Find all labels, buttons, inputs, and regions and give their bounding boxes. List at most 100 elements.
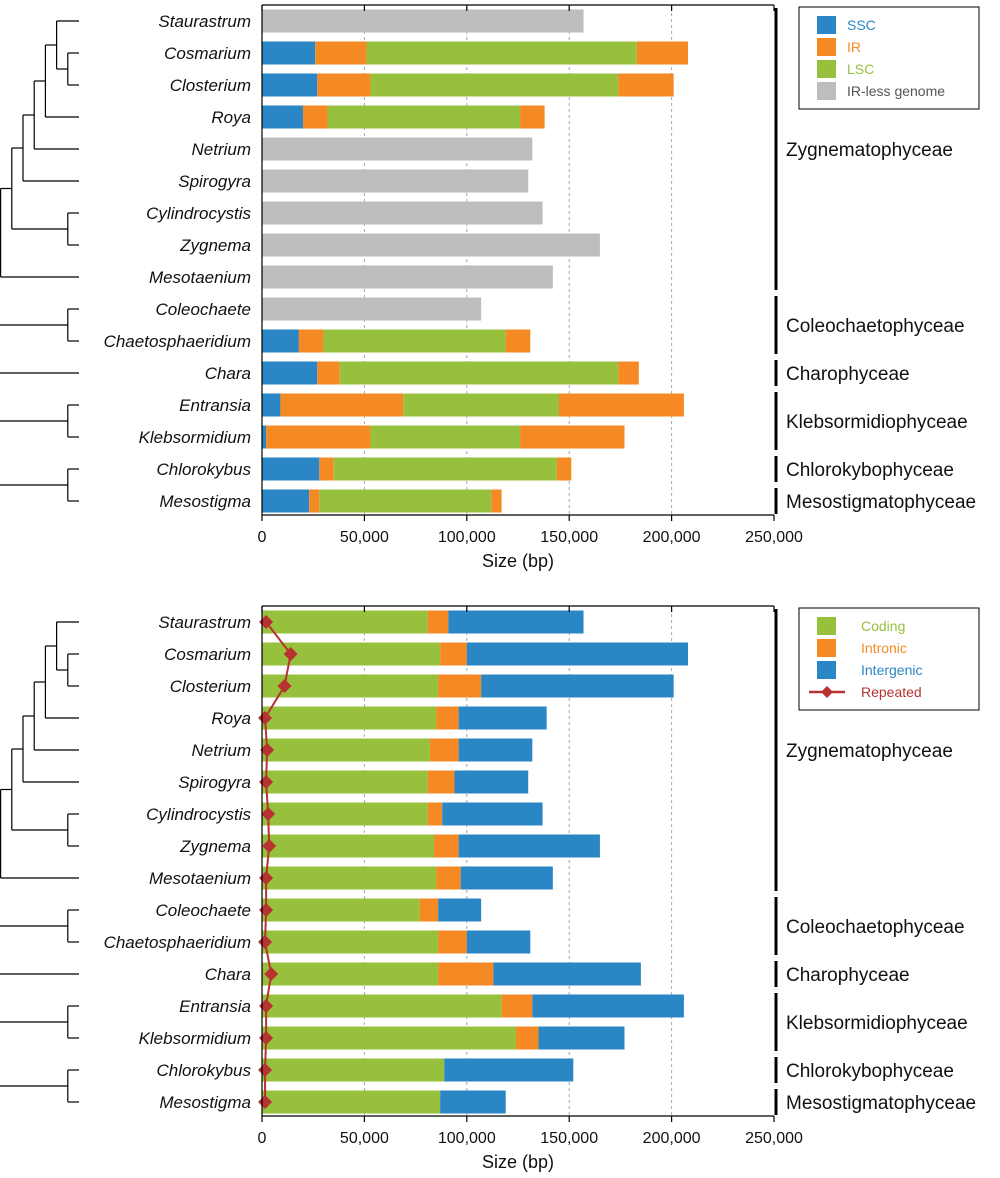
bar-coding-entransia [262,994,502,1018]
bar-intergenic-coleochaete [438,898,482,922]
repeated-point-chara [264,967,279,981]
group-label: Zygnematophyceae [786,140,953,161]
bar-intronic-klebsormidium [515,1026,539,1050]
bar-intergenic-staurastrum [448,610,584,634]
taxon-label: Cylindrocystis [146,204,251,223]
taxon-label: Netrium [191,741,251,760]
legend: SSC IR LSC IR-less genome [798,6,980,110]
x-tick-label: 100,000 [438,529,496,546]
bar-coding-klebsormidium [262,1026,516,1050]
bar-intergenic-roya [458,706,547,730]
x-tick-label: 250,000 [745,529,803,546]
taxon-label: Mesotaenium [149,268,251,287]
group-label: Charophyceae [786,364,910,385]
bar-ir-roya [520,105,545,129]
bar-intronic-staurastrum [427,610,449,634]
repeated-point-closterium [277,679,292,693]
bar-ir-closterium [317,73,371,97]
bar-irless-coleochaete [262,297,482,321]
bar-coding-cylindrocystis [262,802,428,826]
taxon-label: Spirogyra [178,773,251,792]
bar-ssc-klebsormidium [262,425,267,449]
taxon-label: Staurastrum [158,613,251,632]
bar-irless-netrium [262,137,533,161]
bar-ssc-cosmarium [262,41,316,65]
taxon-label: Chlorokybus [157,460,252,479]
bar-intronic-cosmarium [440,642,467,666]
bar-ir-klebsormidium [520,425,625,449]
bar-lsc-chara [339,361,619,385]
bar-coding-spirogyra [262,770,428,794]
bar-intergenic-chaetosphaeridium [466,930,531,954]
taxon-label: Coleochaete [156,300,251,319]
bar-ssc-chaetosphaeridium [262,329,299,353]
legend-label-lsc: LSC [847,61,874,77]
x-tick-label: 150,000 [540,1130,598,1147]
bar-ir-chaetosphaeridium [298,329,324,353]
legend-swatch-coding [817,617,836,635]
x-tick-label: 200,000 [643,529,701,546]
bar-coding-netrium [262,738,430,762]
legend-label-ssc: SSC [847,17,876,33]
legend-swatch-lsc [817,60,836,78]
bar-irless-mesotaenium [262,265,553,289]
bar-coding-chlorokybus [262,1058,445,1082]
bar-ir-entransia [558,393,684,417]
bar-lsc-closterium [370,73,619,97]
legend-label-repeated: Repeated [861,684,922,700]
taxon-label: Coleochaete [156,901,251,920]
taxon-label: Roya [211,709,251,728]
bar-ir-mesostigma [491,489,502,513]
x-tick-label: 50,000 [340,529,389,546]
bar-intronic-zygnema [434,834,459,858]
panel-top-genome-architecture: 0 50,000 100,000 150,000 200,000 250,000 Size … [0,4,980,571]
bar-lsc-chaetosphaeridium [323,329,506,353]
taxon-label: Cylindrocystis [146,805,251,824]
group-label: Chlorokybophyceae [786,460,954,481]
bar-ir-mesostigma [309,489,320,513]
bar-ir-roya [302,105,328,129]
taxon-label: Chlorokybus [157,1061,252,1080]
bar-ir-cosmarium [315,41,367,65]
legend-swatch-ssc [817,16,836,34]
legend-swatch-diamond [821,686,833,698]
taxon-label: Klebsormidium [139,428,251,447]
bar-intergenic-zygnema [458,834,600,858]
bar-lsc-chlorokybus [333,457,557,481]
bar-coding-mesostigma [262,1090,441,1114]
bar-intergenic-netrium [458,738,533,762]
bar-coding-chaetosphaeridium [262,930,439,954]
bar-intergenic-cylindrocystis [442,802,543,826]
group-label: Coleochaetophyceae [786,917,965,938]
group-label: Mesostigmatophyceae [786,492,976,513]
bar-intergenic-mesotaenium [460,866,553,890]
bar-ir-cosmarium [636,41,688,65]
x-tick-label: 200,000 [643,1130,701,1147]
bar-coding-coleochaete [262,898,420,922]
legend-label-ir: IR [847,39,861,55]
bar-ssc-entransia [262,393,281,417]
x-tick-label: 250,000 [745,1130,803,1147]
bar-ssc-roya [262,105,303,129]
bar-ssc-closterium [262,73,318,97]
bar-ir-klebsormidium [266,425,371,449]
taxon-label: Chara [205,364,251,383]
bar-ir-chara [618,361,639,385]
x-tick-label: 150,000 [540,529,598,546]
repeated-point-cylindrocystis [261,807,276,821]
taxon-label: Spirogyra [178,172,251,191]
bar-coding-staurastrum [262,610,428,634]
legend-swatch-ir [817,38,836,56]
bar-ssc-chara [262,361,318,385]
bar-intronic-cylindrocystis [427,802,443,826]
legend-swatch-irless [817,82,836,100]
bar-intronic-chara [438,962,494,986]
bar-intergenic-cosmarium [466,642,688,666]
bar-intronic-mesotaenium [436,866,461,890]
taxon-label: Chara [205,965,251,984]
taxon-label: Zygnema [179,236,251,255]
taxon-label: Entransia [179,396,251,415]
bar-irless-cylindrocystis [262,201,543,225]
bar-irless-staurastrum [262,9,584,33]
